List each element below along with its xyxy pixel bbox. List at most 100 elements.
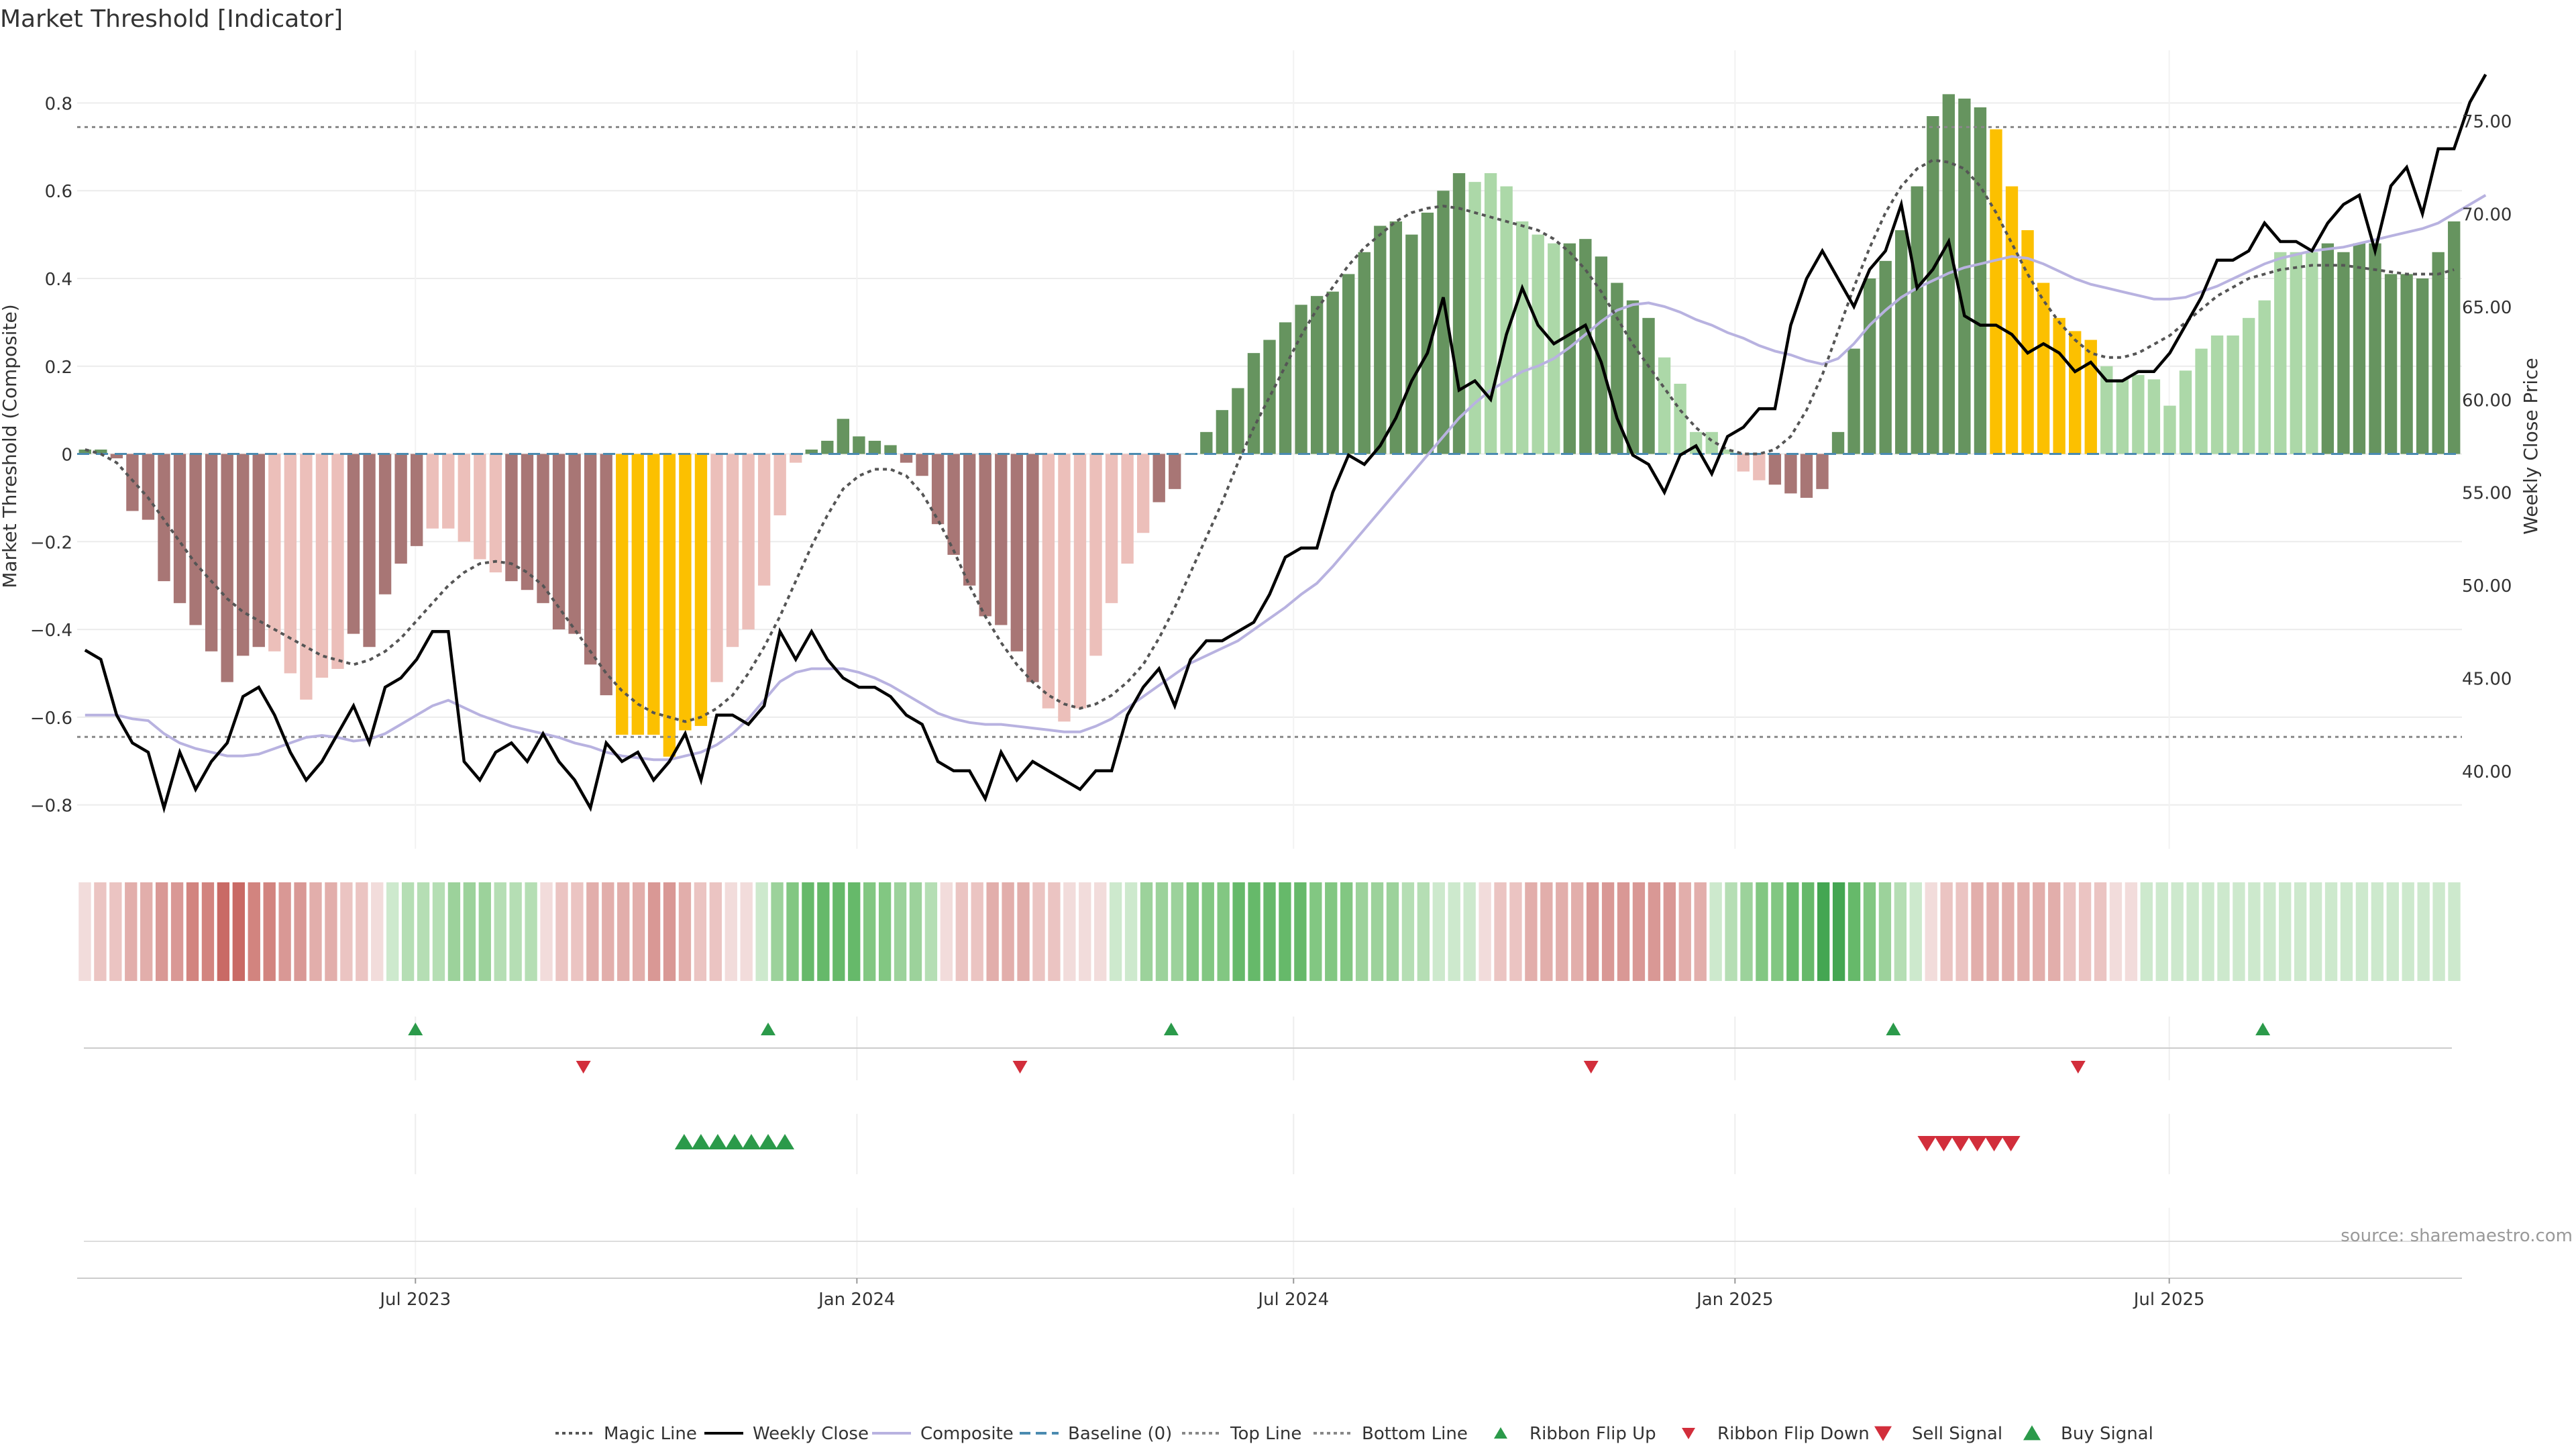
composite-bar	[1674, 383, 1686, 454]
ribbon-cell	[694, 882, 707, 981]
ribbon-cell	[2448, 882, 2461, 981]
composite-bar	[1658, 357, 1671, 454]
ribbon-cell	[1802, 882, 1815, 981]
composite-bar	[2069, 331, 2082, 454]
ribbon-cell	[1817, 882, 1830, 981]
composite-bar	[742, 454, 755, 630]
ribbon-cell	[647, 882, 661, 981]
sell-signal-marker	[2001, 1136, 2021, 1151]
composite-bar	[979, 454, 991, 617]
composite-bar	[1421, 212, 1434, 454]
ribbon-cell	[2324, 882, 2338, 981]
composite-bar	[142, 454, 155, 520]
y-tick-label: 0.2	[45, 358, 72, 378]
ribbon-cell	[955, 882, 968, 981]
composite-bar	[1548, 243, 1560, 454]
composite-bar	[853, 436, 865, 454]
composite-bar	[1642, 317, 1655, 454]
composite-bar	[1927, 116, 1939, 454]
ribbon-cell	[1540, 882, 1553, 981]
sell-signal-marker	[1951, 1136, 1970, 1151]
composite-bar	[900, 454, 913, 463]
composite-bar	[1279, 322, 1292, 454]
ribbon-cell	[509, 882, 522, 981]
composite-line	[85, 194, 2487, 762]
sell-signal-marker	[1917, 1136, 1937, 1151]
ribbon-cell	[1048, 882, 1061, 981]
composite-bar	[505, 454, 518, 582]
composite-bar	[1721, 450, 1734, 454]
ribbon-cell	[586, 882, 599, 981]
composite-bar	[1326, 291, 1339, 454]
composite-bar	[1437, 191, 1450, 454]
composite-bar	[1232, 388, 1244, 454]
composite-bar	[1342, 274, 1355, 454]
legend-label: Buy Signal	[2061, 1424, 2153, 1444]
series-lines	[77, 73, 2487, 814]
composite-bar	[2242, 317, 2255, 454]
ribbon-cell	[2186, 882, 2199, 981]
ribbon-cell	[2125, 882, 2138, 981]
composite-bar	[474, 454, 486, 560]
ribbon-cell	[263, 882, 276, 981]
composite-bar	[2053, 317, 2065, 454]
ribbon-cell	[248, 882, 260, 981]
composite-bar	[126, 454, 139, 511]
composite-bar	[537, 454, 549, 603]
axes: 0.8 0.6 0.4 0.2 0 −0.2 −0.4 −0.6 −0.8 75.00 70.00 6…	[30, 94, 2512, 816]
ribbon-cell	[1756, 882, 1768, 981]
ribbon-cell	[802, 882, 814, 981]
ribbon-cell	[1525, 882, 1538, 981]
ribbon-cell	[1847, 882, 1861, 981]
ribbon-cell	[555, 882, 568, 981]
legend-item: Ribbon Flip Up	[1494, 1424, 1656, 1444]
y2-tick-label: 75.00	[2462, 112, 2512, 132]
legend-label: Ribbon Flip Down	[1717, 1424, 1870, 1444]
composite-bar	[331, 454, 344, 669]
composite-bar	[773, 454, 786, 516]
composite-bar	[1847, 348, 1860, 454]
composite-bar	[1136, 454, 1150, 533]
ribbon-cell	[109, 882, 122, 981]
composite-bar	[710, 454, 723, 682]
composite-bar	[1042, 454, 1055, 709]
composite-bar	[2163, 405, 2176, 454]
composite-bar	[1200, 431, 1213, 454]
ribbon-cell	[1094, 882, 1107, 981]
ribbon-cell	[663, 882, 676, 981]
composite-bar	[1058, 454, 1071, 722]
composite-bar	[1879, 260, 1892, 454]
ribbon-cell	[1325, 882, 1338, 981]
ribbon-cell	[848, 882, 861, 981]
ribbon-cell	[1186, 882, 1199, 981]
composite-bar	[110, 454, 123, 459]
composite-bar	[2100, 366, 2113, 454]
ribbon-cell	[217, 882, 230, 981]
ribbon-cell	[1940, 882, 1953, 981]
ribbon-cell	[1479, 882, 1491, 981]
ribbon-cell	[878, 882, 892, 981]
ribbon-cell	[1171, 882, 1184, 981]
ribbon-cell	[2233, 882, 2245, 981]
composite-bar	[631, 454, 644, 735]
ribbon-cell	[1309, 882, 1322, 981]
legend-label: Bottom Line	[1362, 1424, 1468, 1444]
composite-bar	[2179, 370, 2192, 454]
y2-tick-label: 70.00	[2462, 205, 2512, 225]
ribbon-cell	[1232, 882, 1245, 981]
composite-bar	[552, 454, 566, 630]
ribbon-cell	[294, 882, 307, 981]
composite-bar	[1768, 454, 1782, 485]
composite-bar	[1216, 410, 1229, 454]
ribbon-cell	[2017, 882, 2030, 981]
ribbon-cell	[617, 882, 630, 981]
composite-bar	[726, 454, 739, 647]
composite-bar	[2321, 243, 2334, 454]
ribbon-cell	[1248, 882, 1260, 981]
composite-bar	[1737, 454, 1750, 472]
ribbon-cell	[2109, 882, 2123, 981]
composite-bar	[679, 454, 692, 731]
source-note: source: sharemaestro.com	[2341, 1226, 2573, 1246]
composite-bar	[2274, 252, 2287, 454]
composite-bar	[1958, 98, 1971, 454]
